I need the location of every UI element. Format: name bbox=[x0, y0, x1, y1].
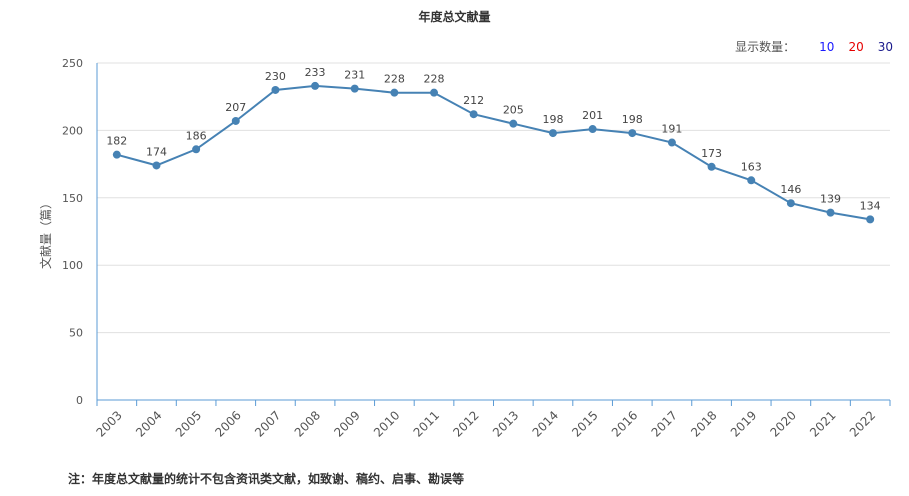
display-option-10[interactable]: 10 bbox=[819, 39, 835, 54]
data-point[interactable] bbox=[628, 129, 637, 138]
x-tick-label: 2018 bbox=[688, 408, 719, 439]
data-point[interactable] bbox=[390, 88, 399, 97]
x-axis: 2003 2004 2005 2006 2007 2008 2009 2010 2011 2012… bbox=[93, 399, 891, 440]
y-axis-label: 文献量（篇） bbox=[38, 197, 53, 269]
y-tick-label: 200 bbox=[62, 124, 83, 137]
x-tick-label: 2015 bbox=[569, 408, 600, 439]
x-tick-label: 2016 bbox=[609, 408, 640, 439]
data-label: 205 bbox=[503, 104, 524, 117]
data-label: 146 bbox=[780, 183, 801, 196]
y-tick-label: 0 bbox=[76, 394, 83, 407]
data-label: 198 bbox=[542, 113, 563, 126]
data-label: 182 bbox=[106, 135, 127, 148]
data-label: 174 bbox=[146, 145, 167, 158]
series-layer: 182 174 186 207 230 233 231 228 228 212 205 198 201 1… bbox=[106, 66, 881, 224]
data-point[interactable] bbox=[192, 145, 201, 154]
x-tick-label: 2009 bbox=[331, 408, 362, 439]
data-point[interactable] bbox=[707, 162, 716, 171]
display-option-20[interactable]: 20 bbox=[848, 39, 864, 54]
data-label: 201 bbox=[582, 109, 603, 122]
x-tick-label: 2006 bbox=[212, 408, 243, 439]
data-point[interactable] bbox=[509, 119, 518, 128]
x-tick-label: 2010 bbox=[371, 408, 402, 439]
data-point[interactable] bbox=[469, 110, 478, 119]
display-count-selector: 显示数量： 10 20 30 bbox=[735, 38, 893, 55]
x-tick-label: 2011 bbox=[411, 408, 442, 439]
data-label: 191 bbox=[661, 123, 682, 136]
x-tick-label: 2004 bbox=[133, 408, 164, 439]
data-point[interactable] bbox=[747, 176, 756, 185]
series-line bbox=[116, 84, 871, 221]
data-point[interactable] bbox=[667, 138, 676, 147]
y-axis: 0 50 100 150 200 250 bbox=[62, 57, 98, 407]
data-label: 139 bbox=[820, 193, 841, 206]
data-point[interactable] bbox=[271, 85, 280, 94]
y-tick-label: 100 bbox=[62, 259, 83, 272]
data-point[interactable] bbox=[548, 129, 557, 138]
data-label: 134 bbox=[860, 199, 881, 212]
y-tick-label: 50 bbox=[69, 327, 83, 340]
data-label: 212 bbox=[463, 94, 484, 107]
x-tick-label: 2013 bbox=[490, 408, 521, 439]
data-point[interactable] bbox=[112, 150, 121, 159]
data-label: 231 bbox=[344, 69, 365, 82]
chart-title: 年度总文献量 bbox=[418, 10, 491, 24]
grid-lines bbox=[97, 62, 890, 334]
x-tick-label: 2005 bbox=[173, 408, 204, 439]
data-point[interactable] bbox=[311, 81, 320, 90]
x-tick-label: 2012 bbox=[450, 408, 481, 439]
data-label: 228 bbox=[424, 73, 445, 86]
x-tick-label: 2021 bbox=[807, 408, 838, 439]
display-option-30[interactable]: 30 bbox=[877, 39, 893, 54]
data-label: 230 bbox=[265, 70, 286, 83]
display-count-label: 显示数量： bbox=[735, 40, 796, 54]
x-tick-label: 2008 bbox=[292, 408, 323, 439]
x-tick-label: 2019 bbox=[728, 408, 759, 439]
x-tick-label: 2022 bbox=[847, 408, 878, 439]
x-tick-label: 2003 bbox=[93, 408, 124, 439]
data-point[interactable] bbox=[786, 199, 795, 208]
data-label: 186 bbox=[186, 129, 207, 142]
data-label: 163 bbox=[741, 160, 762, 173]
data-point[interactable] bbox=[826, 208, 835, 217]
data-label: 207 bbox=[225, 101, 246, 114]
data-point[interactable] bbox=[866, 215, 875, 224]
footnote: 注：年度总文献量的统计不包含资讯类文献，如致谢、稿约、启事、勘误等 bbox=[68, 472, 465, 486]
x-tick-label: 2014 bbox=[530, 408, 561, 439]
data-point[interactable] bbox=[430, 88, 439, 97]
data-label: 233 bbox=[305, 66, 326, 79]
data-label: 228 bbox=[384, 73, 405, 86]
data-point[interactable] bbox=[588, 125, 597, 134]
y-tick-label: 250 bbox=[62, 57, 83, 70]
data-label: 173 bbox=[701, 147, 722, 160]
data-label: 198 bbox=[622, 113, 643, 126]
data-point[interactable] bbox=[350, 84, 359, 93]
x-tick-label: 2017 bbox=[649, 408, 680, 439]
data-point[interactable] bbox=[152, 161, 161, 170]
x-tick-label: 2020 bbox=[767, 408, 798, 439]
data-point[interactable] bbox=[231, 116, 240, 125]
y-tick-label: 150 bbox=[62, 192, 83, 205]
x-tick-label: 2007 bbox=[252, 408, 283, 439]
